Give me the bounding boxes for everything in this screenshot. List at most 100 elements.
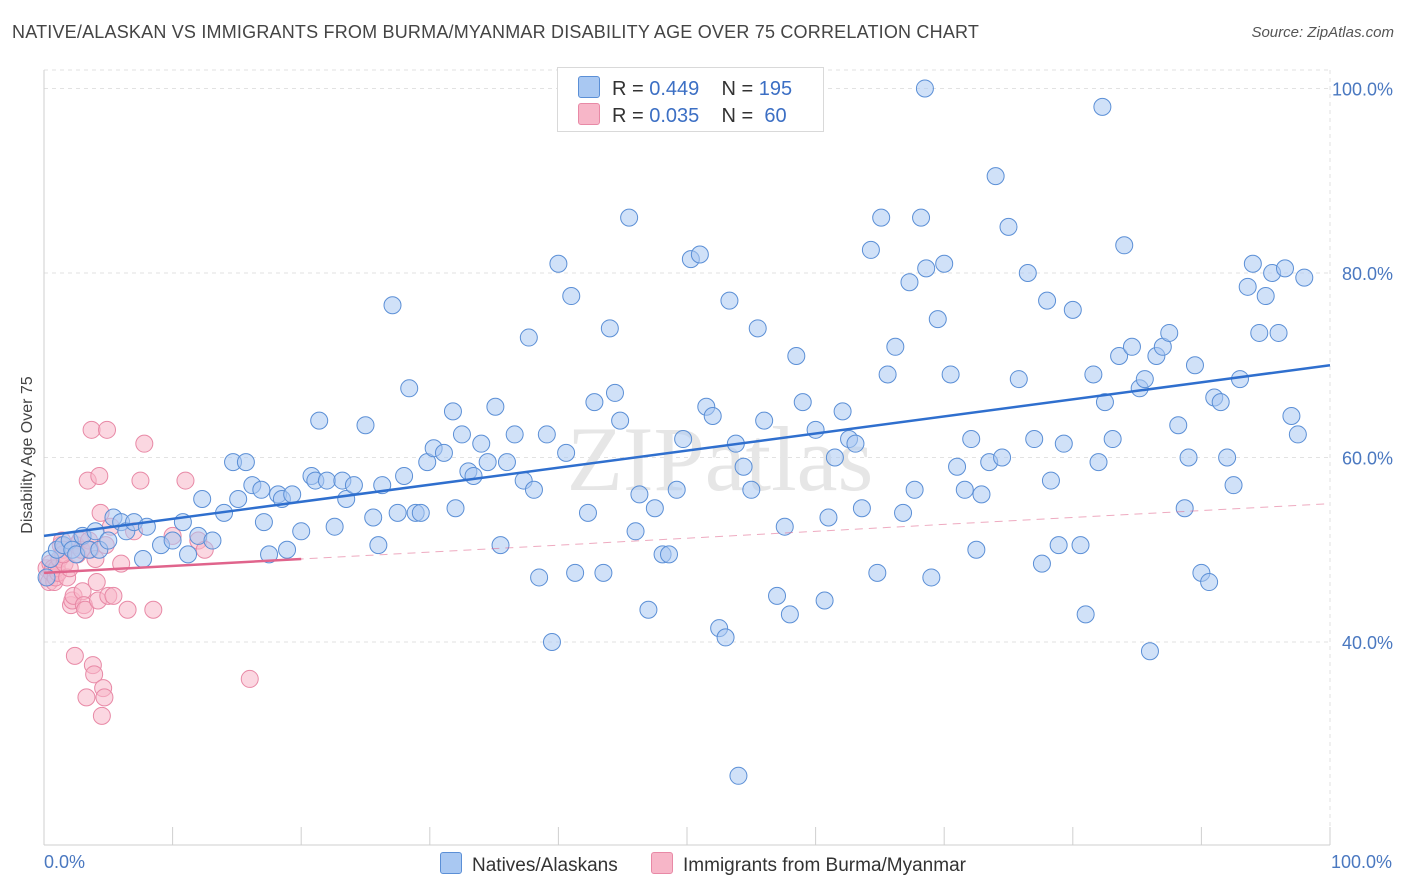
legend-label: Immigrants from Burma/Myanmar (683, 855, 966, 876)
chart-title: NATIVE/ALASKAN VS IMMIGRANTS FROM BURMA/… (12, 22, 980, 42)
data-point (861, 240, 880, 259)
data-point (972, 485, 991, 504)
data-point (605, 383, 624, 402)
data-point (395, 466, 414, 485)
data-point (491, 536, 510, 555)
data-point (90, 466, 109, 485)
data-point (283, 485, 302, 504)
y-tick-label: 80.0% (1342, 264, 1393, 284)
data-point (278, 540, 297, 559)
blue-swatch-icon (440, 852, 463, 874)
data-point (1169, 416, 1188, 435)
data-point (325, 517, 344, 536)
n-label: N = (721, 78, 759, 100)
stats-row-natives: R = 0.449 N = 195 (578, 76, 792, 102)
data-point (131, 471, 150, 490)
data-point (254, 513, 273, 532)
x-tick-label-max: 100.0% (1330, 852, 1392, 872)
data-point (734, 457, 753, 476)
data-point (1025, 430, 1044, 449)
data-point (742, 480, 761, 499)
data-point (310, 411, 329, 430)
r-value: 0.449 (649, 78, 700, 100)
data-point (935, 254, 954, 273)
data-point (1110, 347, 1129, 366)
data-point (955, 480, 974, 499)
r-label: R = (612, 105, 650, 127)
data-point (941, 365, 960, 384)
data-point (356, 416, 375, 435)
data-point (1179, 448, 1198, 467)
data-point (1295, 268, 1314, 287)
data-point (85, 665, 104, 684)
data-point (260, 545, 279, 564)
data-point (768, 586, 787, 605)
y-tick-label: 40.0% (1342, 633, 1393, 653)
data-point (163, 531, 182, 550)
data-point (452, 425, 471, 444)
data-point (434, 443, 453, 462)
data-point (1200, 573, 1219, 592)
data-point (1243, 254, 1262, 273)
data-point (1140, 642, 1159, 661)
data-point (999, 217, 1018, 236)
data-point (98, 420, 117, 439)
source-label: Source: ZipAtlas.com (1251, 24, 1394, 41)
data-point (229, 490, 248, 509)
x-tick-label-min: 0.0% (44, 852, 86, 872)
data-point (915, 79, 934, 98)
data-point (472, 434, 491, 453)
data-point (787, 347, 806, 366)
y-tick-labels: 40.0% 60.0% 80.0% 100.0% (1332, 79, 1393, 653)
data-point (236, 453, 255, 472)
data-point (1224, 476, 1243, 495)
data-point (886, 337, 905, 356)
data-point (95, 688, 114, 707)
data-point (626, 522, 645, 541)
data-point (203, 531, 222, 550)
data-point (578, 503, 597, 522)
y-tick-label: 100.0% (1332, 79, 1393, 99)
data-point (76, 600, 95, 619)
data-point (82, 420, 101, 439)
data-point (1071, 536, 1090, 555)
data-point (720, 291, 739, 310)
data-point (99, 531, 118, 550)
data-point (1211, 393, 1230, 412)
data-point (825, 448, 844, 467)
data-point (639, 600, 658, 619)
y-tick-label: 60.0% (1342, 449, 1393, 469)
data-point (894, 503, 913, 522)
data-point (674, 430, 693, 449)
stats-box: R = 0.449 N = 195 R = 0.035 N = 60 (557, 67, 824, 132)
data-point (729, 766, 748, 785)
data-point (65, 646, 84, 665)
data-point (87, 573, 106, 592)
stats-row-burma: R = 0.035 N = 60 (578, 103, 787, 129)
data-point (497, 453, 516, 472)
data-point (1115, 236, 1134, 255)
data-point (1032, 554, 1051, 573)
data-point (252, 480, 271, 499)
data-point (1275, 259, 1294, 278)
trend-lines (43, 363, 1331, 575)
data-point (1009, 370, 1028, 389)
data-point (962, 430, 981, 449)
data-point (1095, 393, 1114, 412)
data-point (77, 688, 96, 707)
data-point (1160, 323, 1179, 342)
legend-item-burma[interactable]: Immigrants from Burma/Myanmar (651, 852, 966, 877)
burma-trend-line (43, 557, 302, 575)
data-point (846, 434, 865, 453)
legend-item-natives[interactable]: Natives/Alaskans (440, 852, 618, 877)
data-point (505, 425, 524, 444)
data-point (780, 605, 799, 624)
data-point (667, 480, 686, 499)
data-point (1018, 263, 1037, 282)
data-point (240, 669, 259, 688)
data-point (92, 706, 111, 725)
data-point (900, 273, 919, 292)
data-point (104, 586, 123, 605)
data-point (611, 411, 630, 430)
data-point (806, 420, 825, 439)
